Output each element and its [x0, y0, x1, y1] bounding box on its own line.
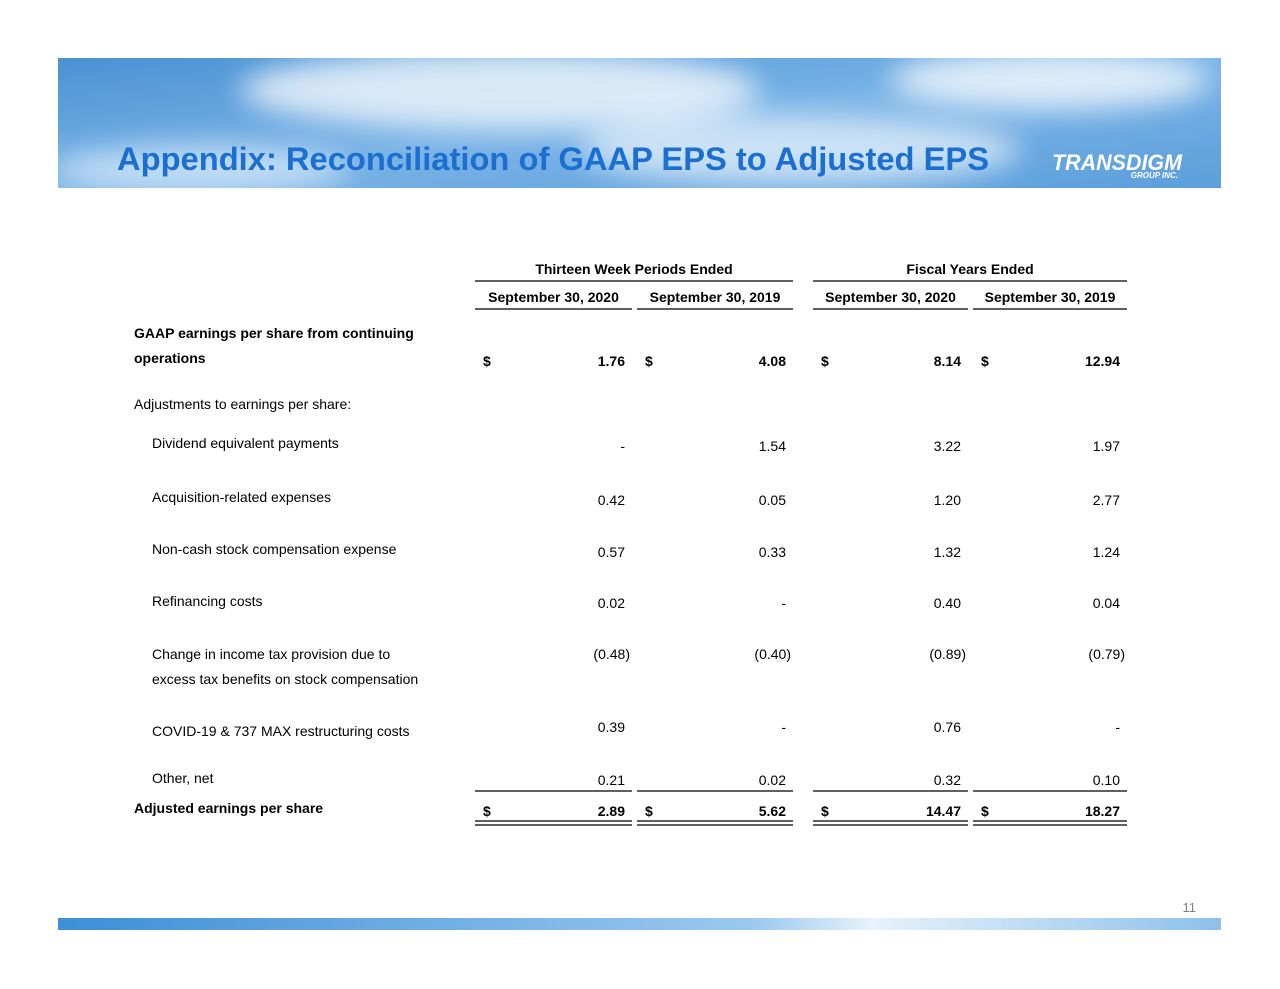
row-label: Refinancing costs [152, 593, 263, 609]
cell-value: 0.10 [1093, 772, 1120, 788]
cell-value: 0.02 [759, 772, 786, 788]
currency: $ [981, 803, 989, 819]
column-header: September 30, 2019 [650, 289, 781, 305]
column-header: September 30, 2020 [488, 289, 619, 305]
row-label: Non-cash stock compensation expense [152, 541, 397, 557]
cell-value: 0.21 [598, 772, 625, 788]
logo-sub: GROUP INC. [1131, 171, 1178, 180]
row-label: GAAP earnings per share from continuing [134, 325, 414, 341]
table: Thirteen Week Periods Ended Fiscal Years … [134, 261, 1127, 826]
cell-value: 0.57 [598, 544, 625, 560]
cell-value: 1.76 [598, 353, 625, 369]
cell-value: 1.54 [759, 438, 786, 454]
currency: $ [821, 803, 829, 819]
row-label: Adjustments to earnings per share: [134, 396, 351, 412]
currency: $ [483, 803, 491, 819]
cell-value: 3.22 [934, 438, 961, 454]
cell-value: 0.33 [759, 544, 786, 560]
currency: $ [821, 353, 829, 369]
page-number: 11 [1183, 900, 1197, 915]
cell-value: - [620, 438, 625, 454]
currency: $ [483, 353, 491, 369]
cell-value: 2.89 [598, 803, 625, 819]
cell-value: 5.62 [759, 803, 786, 819]
cell-value: 0.04 [1093, 595, 1120, 611]
column-header: September 30, 2019 [985, 289, 1116, 305]
cell-value: (0.48) [593, 646, 630, 662]
logo: TRANSDIGM [1052, 150, 1183, 175]
row-label: Acquisition-related expenses [152, 489, 331, 505]
cell-value: 1.32 [934, 544, 961, 560]
cell-value: 0.40 [934, 595, 961, 611]
cell-value: (0.89) [929, 646, 966, 662]
column-header: September 30, 2020 [825, 289, 956, 305]
row-label: Other, net [152, 770, 214, 786]
cell-value: 0.76 [934, 719, 961, 735]
cell-value: - [781, 719, 786, 735]
footer-bar [58, 918, 1221, 930]
cell-value: 0.39 [598, 719, 625, 735]
row-label: Adjusted earnings per share [134, 800, 323, 816]
cell-value: 1.24 [1093, 544, 1120, 560]
cell-value: 1.20 [934, 492, 961, 508]
header-banner: Appendix: Reconciliation of GAAP EPS to … [58, 58, 1221, 188]
row-label: Dividend equivalent payments [152, 435, 339, 451]
cell-value: 12.94 [1085, 353, 1120, 369]
currency: $ [645, 353, 653, 369]
cell-value: 0.05 [759, 492, 786, 508]
cell-value: 18.27 [1085, 803, 1120, 819]
cell-value: (0.79) [1088, 646, 1125, 662]
cell-value: 8.14 [934, 353, 961, 369]
cell-value: 14.47 [926, 803, 961, 819]
title: Appendix: Reconciliation of GAAP EPS to … [117, 141, 989, 177]
row-label: COVID-19 & 737 MAX restructuring costs [152, 723, 410, 739]
cell-value: 1.97 [1093, 438, 1120, 454]
currency: $ [645, 803, 653, 819]
group-header: Thirteen Week Periods Ended [535, 261, 732, 277]
cell-value: - [781, 595, 786, 611]
cell-value: - [1115, 719, 1120, 735]
row-label: operations [134, 350, 206, 366]
row-label: Change in income tax provision due to [152, 646, 390, 662]
cell-value: 0.42 [598, 492, 625, 508]
group-header: Fiscal Years Ended [906, 261, 1033, 277]
cell-value: 0.32 [934, 772, 961, 788]
cell-value: (0.40) [754, 646, 791, 662]
row-label: excess tax benefits on stock compensatio… [152, 671, 418, 687]
cell-value: 2.77 [1093, 492, 1120, 508]
cell-value: 0.02 [598, 595, 625, 611]
currency: $ [981, 353, 989, 369]
cell-value: 4.08 [759, 353, 786, 369]
